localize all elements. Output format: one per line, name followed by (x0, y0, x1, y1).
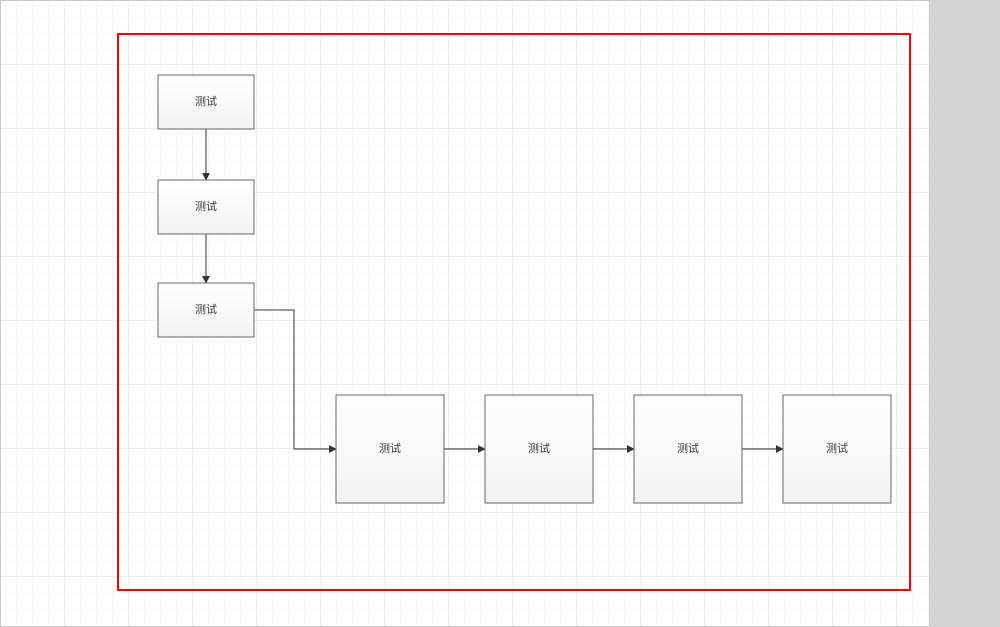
flow-node-label: 测试 (826, 442, 848, 455)
viewport: 测试测试测试测试测试测试测试 (0, 0, 1000, 627)
sidebar-gutter (930, 0, 1000, 627)
flow-node[interactable]: 测试 (783, 395, 891, 503)
flow-node[interactable]: 测试 (336, 395, 444, 503)
flow-node[interactable]: 测试 (158, 180, 254, 234)
flow-node[interactable]: 测试 (158, 283, 254, 337)
flow-node-label: 测试 (195, 303, 217, 316)
flow-node[interactable]: 测试 (485, 395, 593, 503)
diagram-canvas[interactable]: 测试测试测试测试测试测试测试 (0, 0, 930, 627)
flow-node-label: 测试 (195, 95, 217, 108)
flow-node[interactable]: 测试 (158, 75, 254, 129)
flow-node-label: 测试 (528, 442, 550, 455)
flow-node-label: 测试 (195, 200, 217, 213)
flow-node[interactable]: 测试 (634, 395, 742, 503)
grid-background (0, 0, 930, 627)
flow-node-label: 测试 (379, 442, 401, 455)
flow-node-label: 测试 (677, 442, 699, 455)
